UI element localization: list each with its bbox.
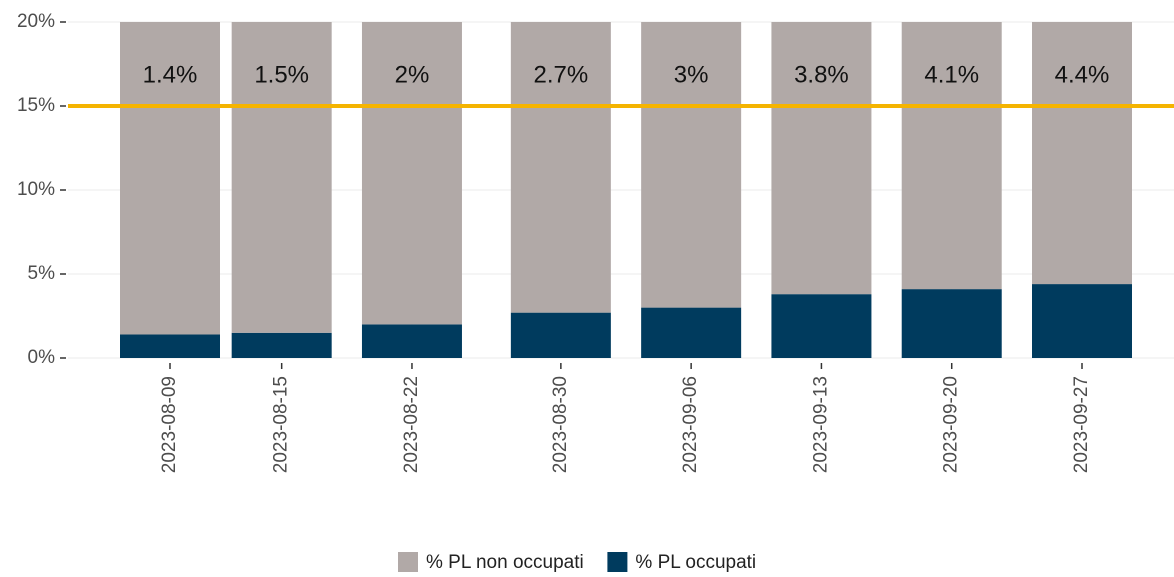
y-tick-label: 20% xyxy=(17,11,55,32)
y-tick-label: 15% xyxy=(17,95,55,116)
bar-segment xyxy=(231,332,332,358)
legend-label: % PL occupati xyxy=(635,552,756,573)
bar-segment xyxy=(361,22,462,325)
bar-segment xyxy=(641,307,742,358)
value-label: 3% xyxy=(674,61,709,88)
bar-segment xyxy=(510,312,611,358)
value-label: 2% xyxy=(395,61,430,88)
x-tick-label: 2023-08-22 xyxy=(401,376,422,473)
x-tick-label: 2023-09-27 xyxy=(1071,376,1092,473)
bar-segment xyxy=(120,22,220,335)
value-label: 4.4% xyxy=(1055,61,1110,88)
value-label: 2.7% xyxy=(534,61,589,88)
x-tick-label: 2023-09-20 xyxy=(941,376,962,473)
value-label: 1.4% xyxy=(143,61,198,88)
x-tick-label: 2023-09-06 xyxy=(680,376,701,473)
bar-segment xyxy=(901,22,1002,290)
bar-segment xyxy=(771,22,872,295)
x-tick-label: 2023-08-15 xyxy=(271,376,292,473)
bar-segment xyxy=(510,22,611,313)
y-tick-label: 5% xyxy=(28,263,56,284)
legend-label: % PL non occupati xyxy=(426,552,584,573)
bar-segment xyxy=(641,22,742,308)
bar-segment xyxy=(361,324,462,358)
x-tick-label: 2023-08-30 xyxy=(550,376,571,473)
bar-segment xyxy=(1032,22,1132,285)
bar-segment xyxy=(901,289,1002,358)
y-tick-label: 10% xyxy=(17,179,55,200)
bar-segment xyxy=(231,22,332,333)
bar-segment xyxy=(1032,284,1132,358)
legend-swatch xyxy=(607,552,628,572)
x-tick-label: 2023-09-13 xyxy=(810,376,831,473)
bar-segment xyxy=(771,294,872,358)
legend-swatch xyxy=(398,552,418,572)
y-tick-label: 0% xyxy=(28,347,56,368)
value-label: 1.5% xyxy=(254,61,309,88)
value-label: 3.8% xyxy=(794,61,849,88)
x-tick-label: 2023-08-09 xyxy=(159,376,180,473)
value-label: 4.1% xyxy=(924,61,979,88)
bar-segment xyxy=(120,334,220,358)
